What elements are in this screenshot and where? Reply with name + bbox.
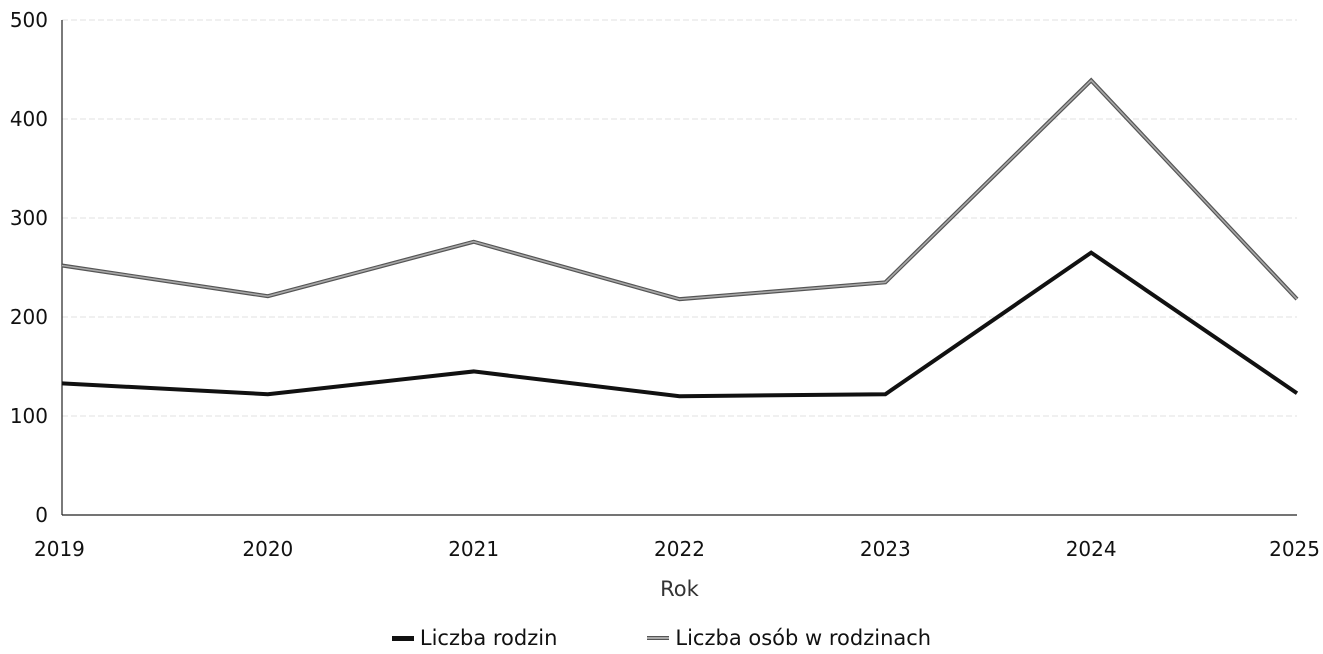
y-tick-label: 500 xyxy=(10,8,48,32)
line-chart: 0 100 200 300 400 500 2019 2020 2021 2022 2023 202… xyxy=(10,8,1320,601)
x-tick-label: 2022 xyxy=(654,537,705,561)
y-tick-label: 300 xyxy=(10,206,48,230)
x-tick-label: 2021 xyxy=(448,537,499,561)
y-tick-label: 100 xyxy=(10,404,48,428)
y-tick-labels: 0 100 200 300 400 500 xyxy=(10,8,48,527)
grid-lines xyxy=(62,19,1297,417)
x-tick-label: 2024 xyxy=(1066,537,1117,561)
legend-swatch-families xyxy=(391,635,414,641)
x-tick-label: 2020 xyxy=(242,537,293,561)
series-lines xyxy=(61,77,1299,399)
y-tick-label: 400 xyxy=(10,107,48,131)
x-tick-labels: 2019 2020 2021 2022 2023 2024 2025 xyxy=(34,537,1320,561)
legend-item-families: Liczba rodzin xyxy=(391,626,558,650)
legend: Liczba rodzin Liczba osób w rodzinach xyxy=(0,622,1323,654)
x-tick-label: 2019 xyxy=(34,537,85,561)
legend-item-persons: Liczba osób w rodzinach xyxy=(647,626,931,650)
x-axis-title: Rok xyxy=(660,577,699,601)
y-tick-label: 200 xyxy=(10,305,48,329)
series-line-families xyxy=(61,250,1299,399)
legend-swatch-persons xyxy=(647,636,670,640)
legend-label-families: Liczba rodzin xyxy=(419,626,558,650)
x-tick-label: 2025 xyxy=(1269,537,1320,561)
legend-label-persons: Liczba osób w rodzinach xyxy=(675,626,932,650)
y-tick-label: 0 xyxy=(35,503,48,527)
series-line-persons xyxy=(61,79,1298,300)
x-tick-label: 2023 xyxy=(860,537,911,561)
